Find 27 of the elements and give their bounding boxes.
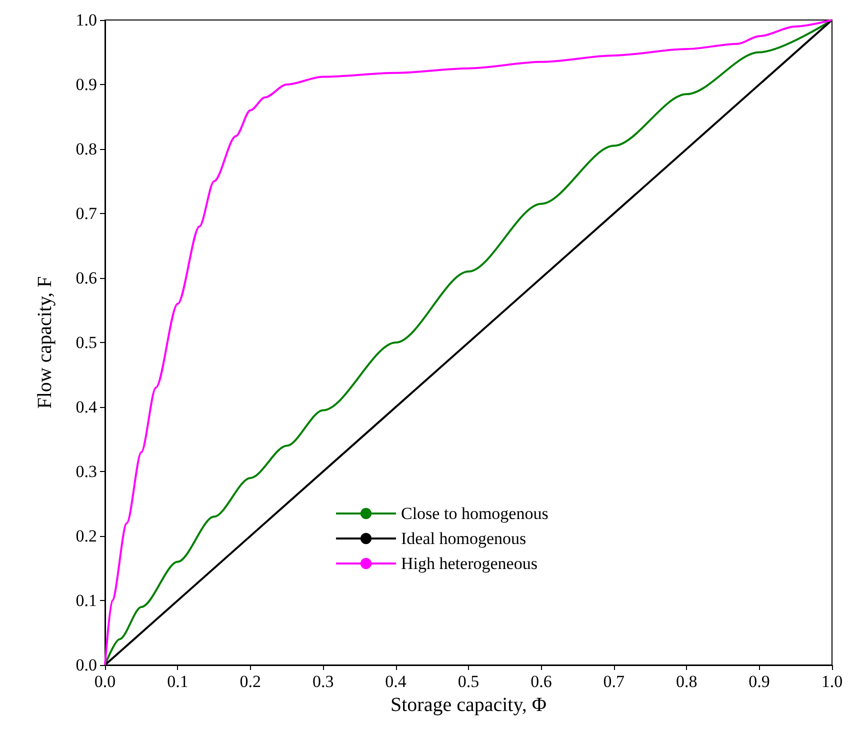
x-tick-label: 0.7 xyxy=(603,672,626,691)
x-tick-label: 1.0 xyxy=(821,672,843,691)
y-tick-label: 0.4 xyxy=(76,398,98,416)
y-tick-label: 0.1 xyxy=(76,591,97,610)
y-tick-label: 0.6 xyxy=(76,268,97,288)
x-axis-title: Storage capacity, Φ xyxy=(390,694,547,716)
legend-label: Ideal homogenous xyxy=(401,529,526,548)
x-tick-label: 0.3 xyxy=(312,672,334,691)
x-tick-label: 0.9 xyxy=(748,672,770,691)
x-tick-label: 0.5 xyxy=(458,672,480,691)
x-tick-label: 0.4 xyxy=(385,672,407,691)
y-tick-label: 0.8 xyxy=(76,140,97,158)
y-tick-label: 0.2 xyxy=(76,526,97,546)
y-tick-label: 0.9 xyxy=(76,75,97,94)
y-tick-label: 0.0 xyxy=(76,656,97,674)
y-tick-label: 0.3 xyxy=(76,462,97,481)
y-tick-label: 0.7 xyxy=(76,204,98,223)
x-tick-label: 0.8 xyxy=(676,672,698,691)
x-tick-label: 0.1 xyxy=(167,672,188,691)
y-tick-label: 0.5 xyxy=(76,333,97,352)
x-tick-label: 0.0 xyxy=(94,672,116,691)
y-tick-label: 1.0 xyxy=(76,10,97,30)
y-axis-title: Flow capacity, F xyxy=(34,276,56,409)
legend-label: Close to homogenous xyxy=(401,504,548,523)
legend-label: High heterogeneous xyxy=(401,554,538,573)
x-tick-label: 0.6 xyxy=(530,672,552,691)
x-tick-label: 0.2 xyxy=(240,672,262,691)
